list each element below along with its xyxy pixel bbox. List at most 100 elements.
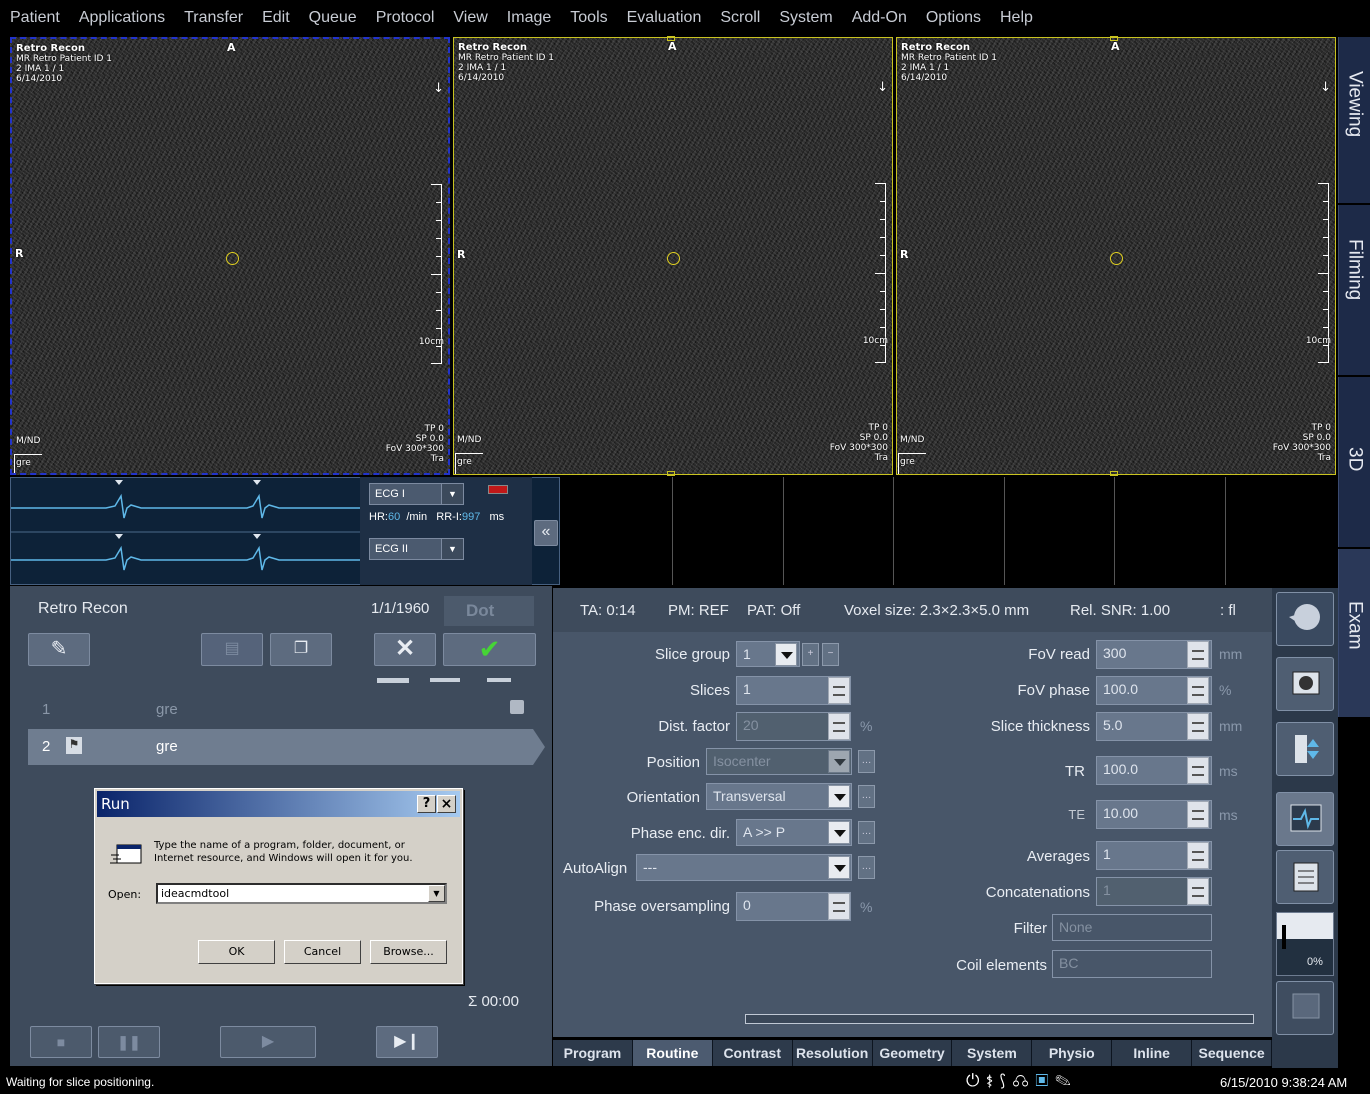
chevron-down-icon[interactable] <box>775 643 797 666</box>
apply-button[interactable]: ✔ <box>443 633 536 666</box>
cancel-button[interactable]: ✕ <box>374 633 436 666</box>
copy-protocol-button[interactable]: ❐ <box>270 633 332 666</box>
menu-patient[interactable]: Patient <box>10 9 60 26</box>
cancel-dialog-button[interactable]: Cancel <box>284 940 361 964</box>
menu-options[interactable]: Options <box>925 9 981 26</box>
menu-view[interactable]: View <box>453 9 488 26</box>
power-icon[interactable]: ⏻ <box>966 1071 981 1090</box>
menu-image[interactable]: Image <box>506 9 552 26</box>
tab-geometry[interactable]: Geometry <box>872 1040 953 1066</box>
tab-contrast[interactable]: Contrast <box>712 1040 793 1066</box>
stop-button[interactable]: ■ <box>30 1026 92 1058</box>
concatenations-stepper[interactable] <box>1187 878 1209 905</box>
menu-evaluation[interactable]: Evaluation <box>626 9 702 26</box>
chevron-down-icon[interactable]: ▼ <box>441 484 463 504</box>
menu-transfer[interactable]: Transfer <box>184 9 244 26</box>
patient-position-button[interactable] <box>1276 722 1334 776</box>
tr-stepper[interactable] <box>1187 757 1209 784</box>
tab-routine[interactable]: Routine <box>632 1040 713 1066</box>
tab-resolution[interactable]: Resolution <box>792 1040 873 1066</box>
slider-handle[interactable] <box>1282 925 1286 949</box>
collapse-button[interactable]: « <box>534 520 558 546</box>
wrench-icon[interactable]: ✎ <box>1055 1071 1072 1090</box>
ecg-lead-1-select[interactable]: ECG I ▼ <box>369 483 464 505</box>
protocol-info-button[interactable] <box>1276 850 1334 904</box>
menu-help[interactable]: Help <box>999 9 1033 26</box>
coil-elements-field[interactable]: BC <box>1052 950 1212 978</box>
skip-button[interactable]: ▶❙ <box>376 1026 438 1058</box>
phase-enc-more-button[interactable]: … <box>858 821 875 844</box>
help-button[interactable]: ? <box>417 795 436 813</box>
menu-system[interactable]: System <box>779 9 833 26</box>
scroll-arrow-icon[interactable]: ↓ <box>1320 80 1331 95</box>
slice-thickness-stepper[interactable] <box>1187 713 1209 740</box>
phase-oversampling-stepper[interactable] <box>828 893 850 920</box>
ecg-lead-2-select[interactable]: ECG II ▼ <box>369 538 464 560</box>
volume-slider[interactable]: 0% <box>1276 912 1334 976</box>
dot-button[interactable]: Dot <box>444 596 534 626</box>
browse-button[interactable]: Browse... <box>370 940 447 964</box>
chevron-down-icon[interactable] <box>828 750 850 773</box>
chevron-down-icon[interactable]: ▼ <box>441 539 463 559</box>
injector-button[interactable]: ✎ <box>28 633 90 666</box>
tab-inline[interactable]: Inline <box>1112 1040 1193 1066</box>
dist-factor-stepper[interactable] <box>828 713 850 740</box>
pause-button[interactable]: ❚❚ <box>98 1026 160 1058</box>
close-button[interactable]: × <box>437 795 456 813</box>
filter-label: Filter <box>1013 920 1047 937</box>
ecg-button[interactable] <box>1276 792 1334 846</box>
tab-exam[interactable]: Exam <box>1338 549 1370 717</box>
menu-applications[interactable]: Applications <box>78 9 166 26</box>
menu-queue[interactable]: Queue <box>308 9 357 26</box>
localizer-button[interactable] <box>1276 657 1334 711</box>
fov-phase-stepper[interactable] <box>1187 677 1209 704</box>
tab-system[interactable]: System <box>952 1040 1033 1066</box>
scroll-arrow-icon[interactable]: ↓ <box>877 80 888 95</box>
speech-icon[interactable]: ☊ <box>1012 1071 1030 1090</box>
tab-program[interactable]: Program <box>553 1040 633 1066</box>
tab-physio[interactable]: Physio <box>1032 1040 1113 1066</box>
image-view-button[interactable] <box>1276 981 1334 1035</box>
open-input[interactable]: ideacmdtool <box>156 883 447 904</box>
ecg-status-icon[interactable]: ⚕ <box>986 1071 994 1090</box>
fov-label: FoV 300*300 <box>385 444 444 454</box>
autoalign-more-button[interactable]: … <box>858 856 875 879</box>
menu-tools[interactable]: Tools <box>570 9 608 26</box>
averages-stepper[interactable] <box>1187 842 1209 869</box>
list-item[interactable]: 1 gre <box>10 694 552 724</box>
tab-viewing[interactable]: Viewing <box>1338 37 1370 203</box>
chevron-down-icon[interactable] <box>828 785 850 808</box>
menu-edit[interactable]: Edit <box>262 9 290 26</box>
te-stepper[interactable] <box>1187 801 1209 828</box>
connection-icon[interactable]: ⟆ <box>999 1071 1007 1090</box>
menu-add-on[interactable]: Add-On <box>851 9 907 26</box>
menu-scroll[interactable]: Scroll <box>720 9 761 26</box>
chevron-down-icon[interactable] <box>828 856 850 879</box>
chevron-down-icon[interactable] <box>828 821 850 844</box>
tab-sequence[interactable]: Sequence <box>1192 1040 1273 1066</box>
ok-button[interactable]: OK <box>198 940 275 964</box>
scroll-arrow-icon[interactable]: ↓ <box>433 81 444 96</box>
orientation-more-button[interactable]: … <box>858 785 875 808</box>
slices-stepper[interactable] <box>828 677 850 704</box>
open-folder-button[interactable]: ▤ <box>201 633 263 666</box>
tab-filming[interactable]: Filming <box>1338 205 1370 375</box>
position-more-button[interactable]: … <box>858 750 875 773</box>
autoalign-select[interactable]: --- <box>636 854 852 881</box>
display-icon[interactable]: ▣ <box>1035 1071 1050 1090</box>
position-select[interactable]: Isocenter <box>706 748 852 775</box>
chevron-down-icon[interactable]: ▼ <box>428 885 445 902</box>
menu-protocol[interactable]: Protocol <box>375 9 435 26</box>
fov-read-stepper[interactable] <box>1187 641 1209 668</box>
head-view-button[interactable] <box>1276 592 1334 646</box>
play-button[interactable]: ▶ <box>220 1026 316 1058</box>
orientation-select[interactable]: Transversal <box>706 783 852 810</box>
add-slice-group-button[interactable]: + <box>802 643 819 666</box>
remove-slice-group-button[interactable]: − <box>822 643 839 666</box>
filter-field[interactable]: None <box>1052 914 1212 941</box>
list-item-selected[interactable]: 2 ⚑ gre <box>28 729 533 765</box>
tab-3d[interactable]: 3D <box>1338 377 1370 547</box>
